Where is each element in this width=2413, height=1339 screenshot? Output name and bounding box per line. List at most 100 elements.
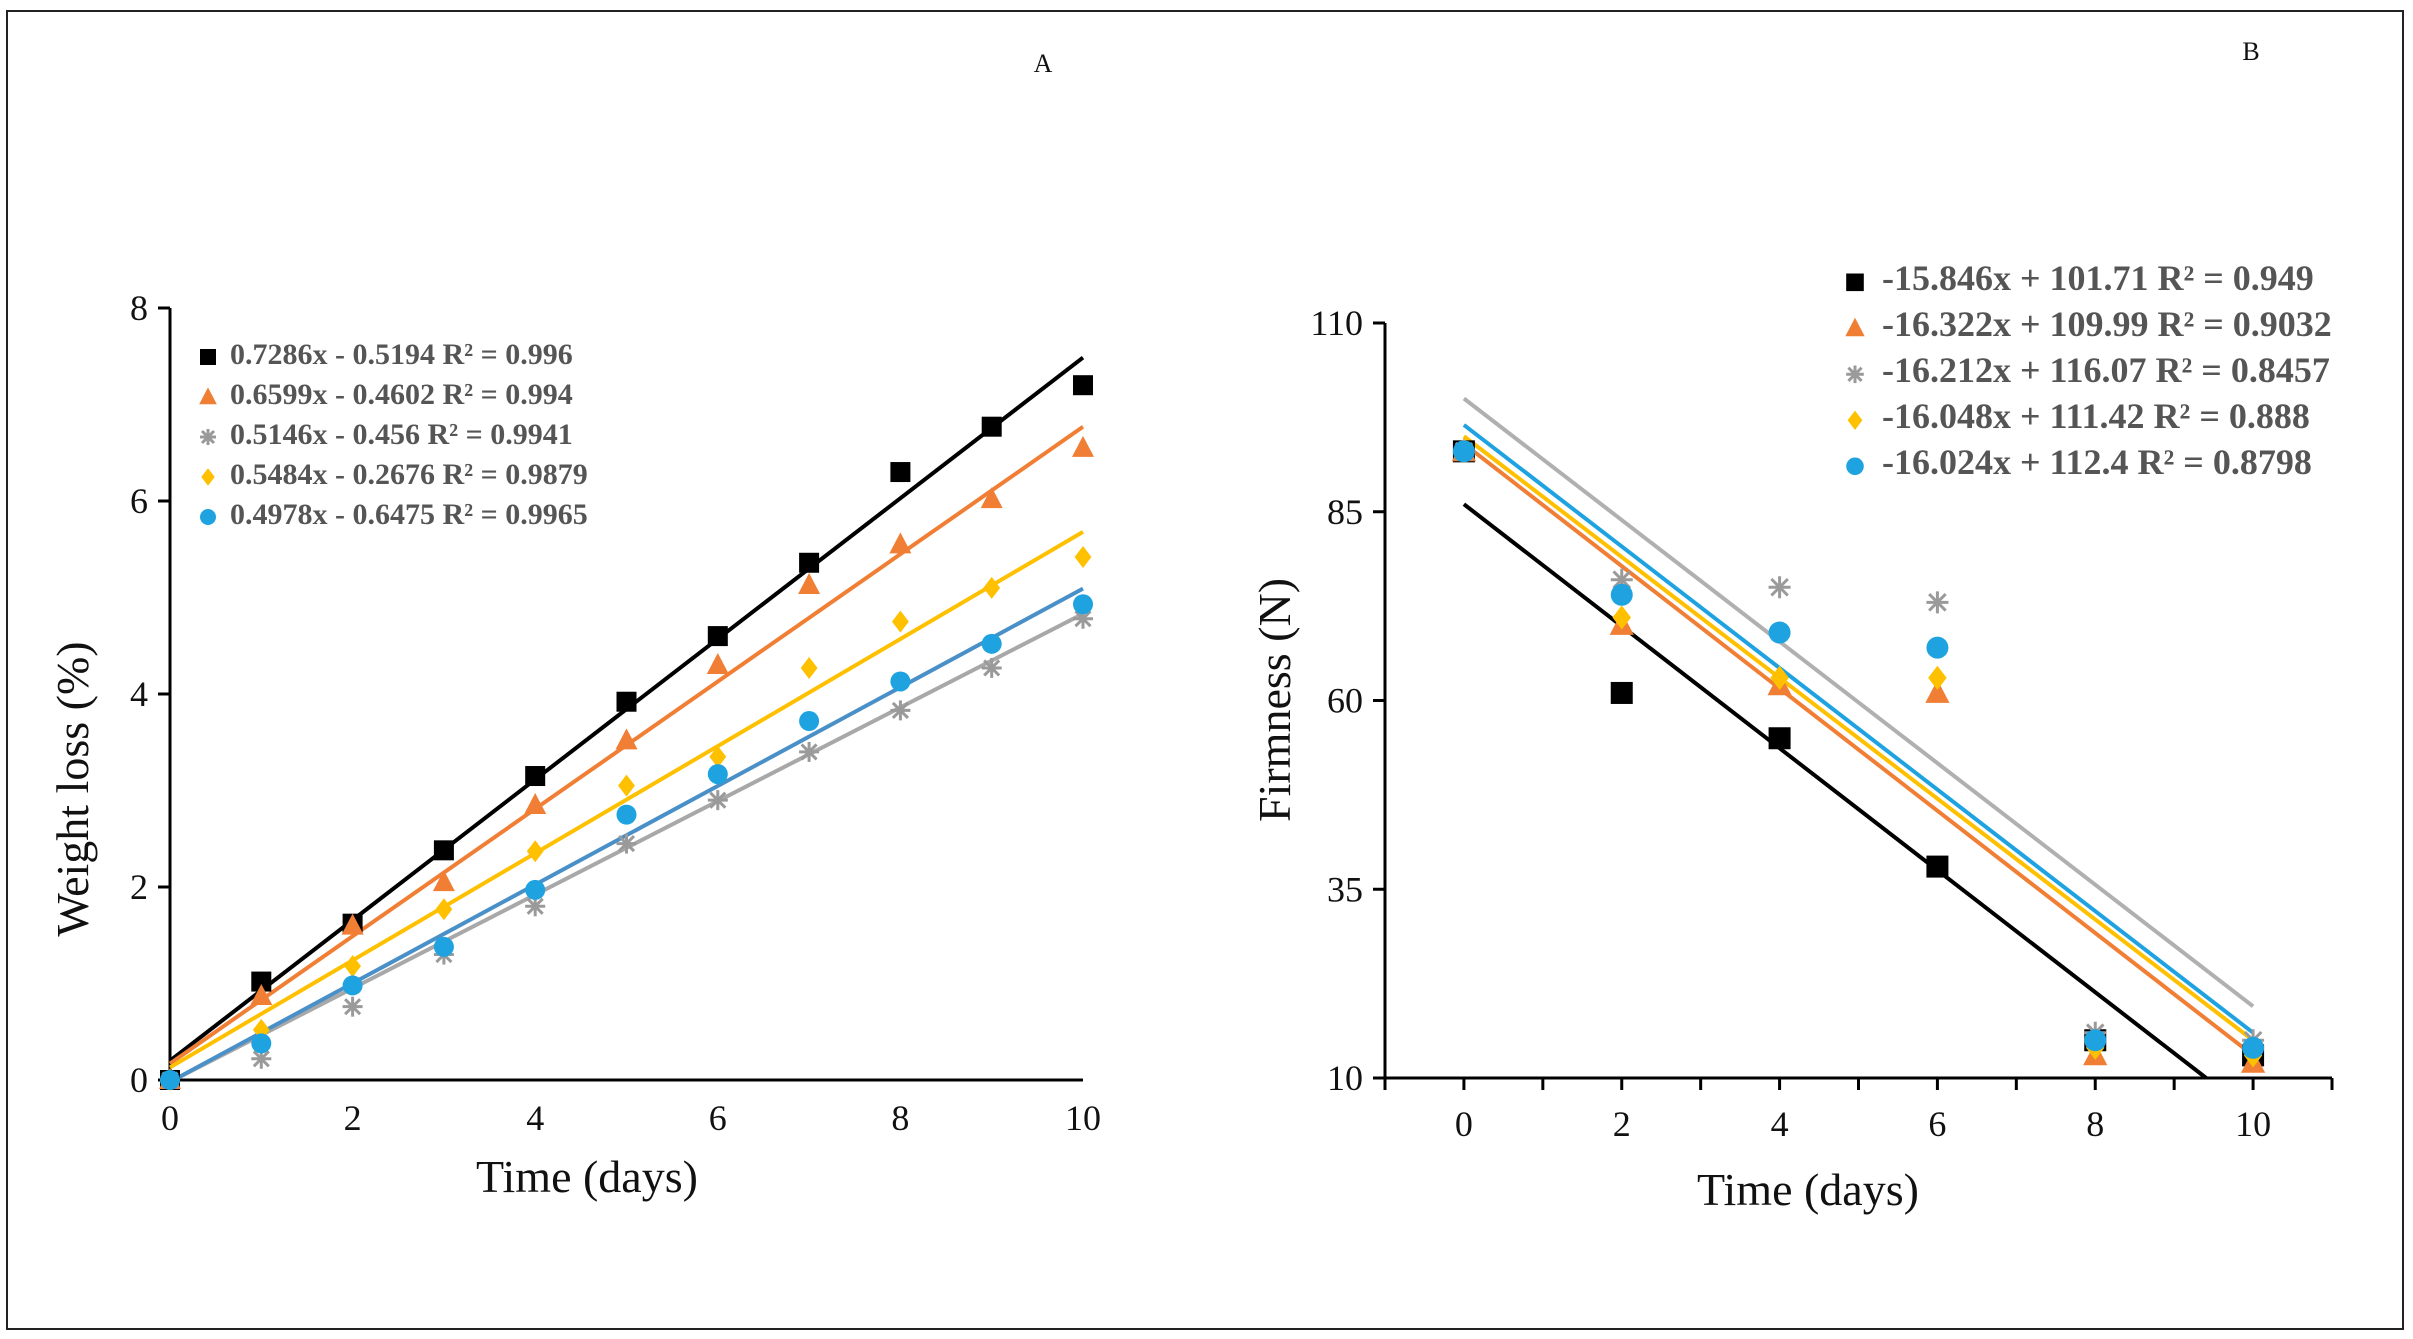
data-point-s5: [525, 879, 546, 900]
data-point-s2: [798, 572, 821, 594]
legend-marker-s2: [1845, 317, 1865, 337]
y-tick-label: 110: [1310, 303, 1363, 343]
data-point-s1: [251, 971, 272, 992]
data-point-s3-stroke: [983, 659, 1001, 677]
data-point-s2: [432, 870, 455, 892]
legend-marker-s3: [1846, 365, 1864, 384]
data-point-s5: [890, 671, 911, 692]
trendline-s4: [168, 530, 1085, 1070]
x-tick-label: 6: [709, 1098, 727, 1138]
y-tick-label: 10: [1327, 1058, 1363, 1098]
x-tick-label: 8: [891, 1098, 909, 1138]
chart-a-points: [159, 375, 1094, 1091]
data-point-s4: [1074, 545, 1092, 568]
legend-marker-s5: [200, 509, 216, 525]
data-point-s2: [889, 532, 912, 554]
figure-frame: [6, 10, 2404, 1330]
data-point-s4: [618, 774, 635, 797]
chart-panel-a: A 0 2 4 6 8 0 2 4 6 8 10 Time (days) Weight loss (…: [47, 49, 1101, 1202]
data-point-s3-stroke: [526, 897, 544, 915]
data-point-s4: [800, 656, 818, 679]
data-point-s3: [799, 741, 820, 762]
data-point-s3-stroke: [1770, 577, 1789, 597]
chart-b-y-axis-title: Firmness (N): [1249, 578, 1300, 822]
data-point-s5: [1768, 621, 1791, 644]
data-point-s1: [1610, 681, 1633, 704]
data-point-s2: [615, 728, 638, 750]
x-tick-label: 6: [1928, 1104, 1946, 1144]
data-point-s5: [1610, 583, 1633, 606]
data-point-s1: [525, 766, 546, 787]
data-point-s1: [433, 840, 454, 861]
chart-b-tick-labels: 10 35 60 85 110 0 2 4 6 8 10: [1310, 303, 2271, 1144]
data-point-s5: [160, 1070, 180, 1090]
legend-marker-s1: [1846, 273, 1864, 292]
chart-a-y-axis-title: Weight loss (%): [47, 641, 98, 936]
data-point-s4: [1770, 665, 1789, 690]
data-point-s4: [1928, 665, 1947, 690]
data-point-s5: [1073, 594, 1093, 615]
data-point-s1: [707, 626, 728, 647]
data-point-s5: [707, 764, 728, 785]
data-point-s5: [342, 975, 363, 996]
data-point-s4: [983, 576, 1001, 599]
data-point-s4: [526, 840, 544, 863]
data-point-s3-stroke: [344, 998, 362, 1016]
legend-marker-s3: [200, 429, 216, 445]
trendline-s3: [1462, 396, 2255, 1008]
chart-a-x-axis-title: Time (days): [476, 1151, 698, 1202]
data-point-s3-stroke: [891, 701, 909, 719]
legend-label-s4: -16.048x + 111.42 R² = 0.888: [1882, 396, 2310, 436]
x-tick-label: 0: [1455, 1104, 1473, 1144]
data-point-s5: [2084, 1029, 2107, 1052]
data-point-s5: [1452, 440, 1475, 463]
x-tick-label: 0: [161, 1098, 179, 1138]
data-point-s3: [890, 700, 911, 721]
y-tick-label: 35: [1327, 869, 1363, 909]
data-point-s2: [1072, 435, 1094, 457]
legend-label-s4: 0.5484x - 0.2676 R² = 0.9879: [230, 458, 588, 491]
x-tick-label: 2: [1613, 1104, 1631, 1144]
legend-label-s3: 0.5146x - 0.456 R² = 0.9941: [230, 418, 573, 451]
y-tick-label: 0: [130, 1060, 148, 1100]
data-point-s3-stroke: [709, 791, 727, 809]
x-tick-label: 4: [1771, 1104, 1789, 1144]
x-tick-label: 2: [344, 1098, 362, 1138]
data-point-s4: [344, 955, 361, 978]
data-point-s2: [250, 984, 273, 1006]
data-point-s5: [616, 804, 637, 825]
data-point-s3: [525, 896, 546, 917]
panel-letter-a: A: [1034, 49, 1053, 78]
trendline-s1: [1462, 502, 2208, 1080]
y-tick-label: 60: [1327, 681, 1363, 721]
data-point-s3-stroke: [1928, 593, 1947, 612]
data-point-s5: [251, 1033, 272, 1054]
legend-label-s1: 0.7286x - 0.5194 R² = 0.996: [230, 338, 573, 371]
y-tick-label: 85: [1327, 492, 1363, 532]
data-point-s5: [1926, 636, 1949, 659]
data-point-s3: [981, 657, 1002, 678]
chart-a-legend: 0.7286x - 0.5194 R² = 0.996 0.6599x - 0.4…: [199, 338, 588, 531]
chart-b-axes: [1373, 321, 2334, 1090]
data-point-s2: [524, 792, 547, 814]
y-tick-label: 8: [130, 288, 148, 328]
data-point-s3: [1926, 591, 1949, 614]
data-point-s2: [341, 913, 364, 935]
trendline-s5: [1462, 423, 2255, 1035]
data-point-s2: [706, 653, 729, 675]
data-point-s3: [616, 833, 637, 854]
legend-label-s1: -15.846x + 101.71 R² = 0.949: [1882, 258, 2314, 298]
data-point-s2: [1925, 679, 1950, 703]
legend-marker-s4: [1847, 410, 1863, 430]
legend-label-s5: -16.024x + 112.4 R² = 0.8798: [1882, 442, 2312, 482]
chart-b-x-axis-title: Time (days): [1697, 1164, 1919, 1215]
data-point-s1: [799, 552, 820, 573]
legend-marker-s3-stroke: [1847, 366, 1863, 382]
data-point-s4: [892, 610, 909, 633]
data-point-s4: [709, 745, 727, 768]
data-point-s3-stroke: [800, 743, 818, 761]
data-point-s5: [2242, 1036, 2265, 1059]
legend-marker-s3-stroke: [200, 429, 216, 445]
data-point-s3-stroke: [1612, 570, 1632, 590]
